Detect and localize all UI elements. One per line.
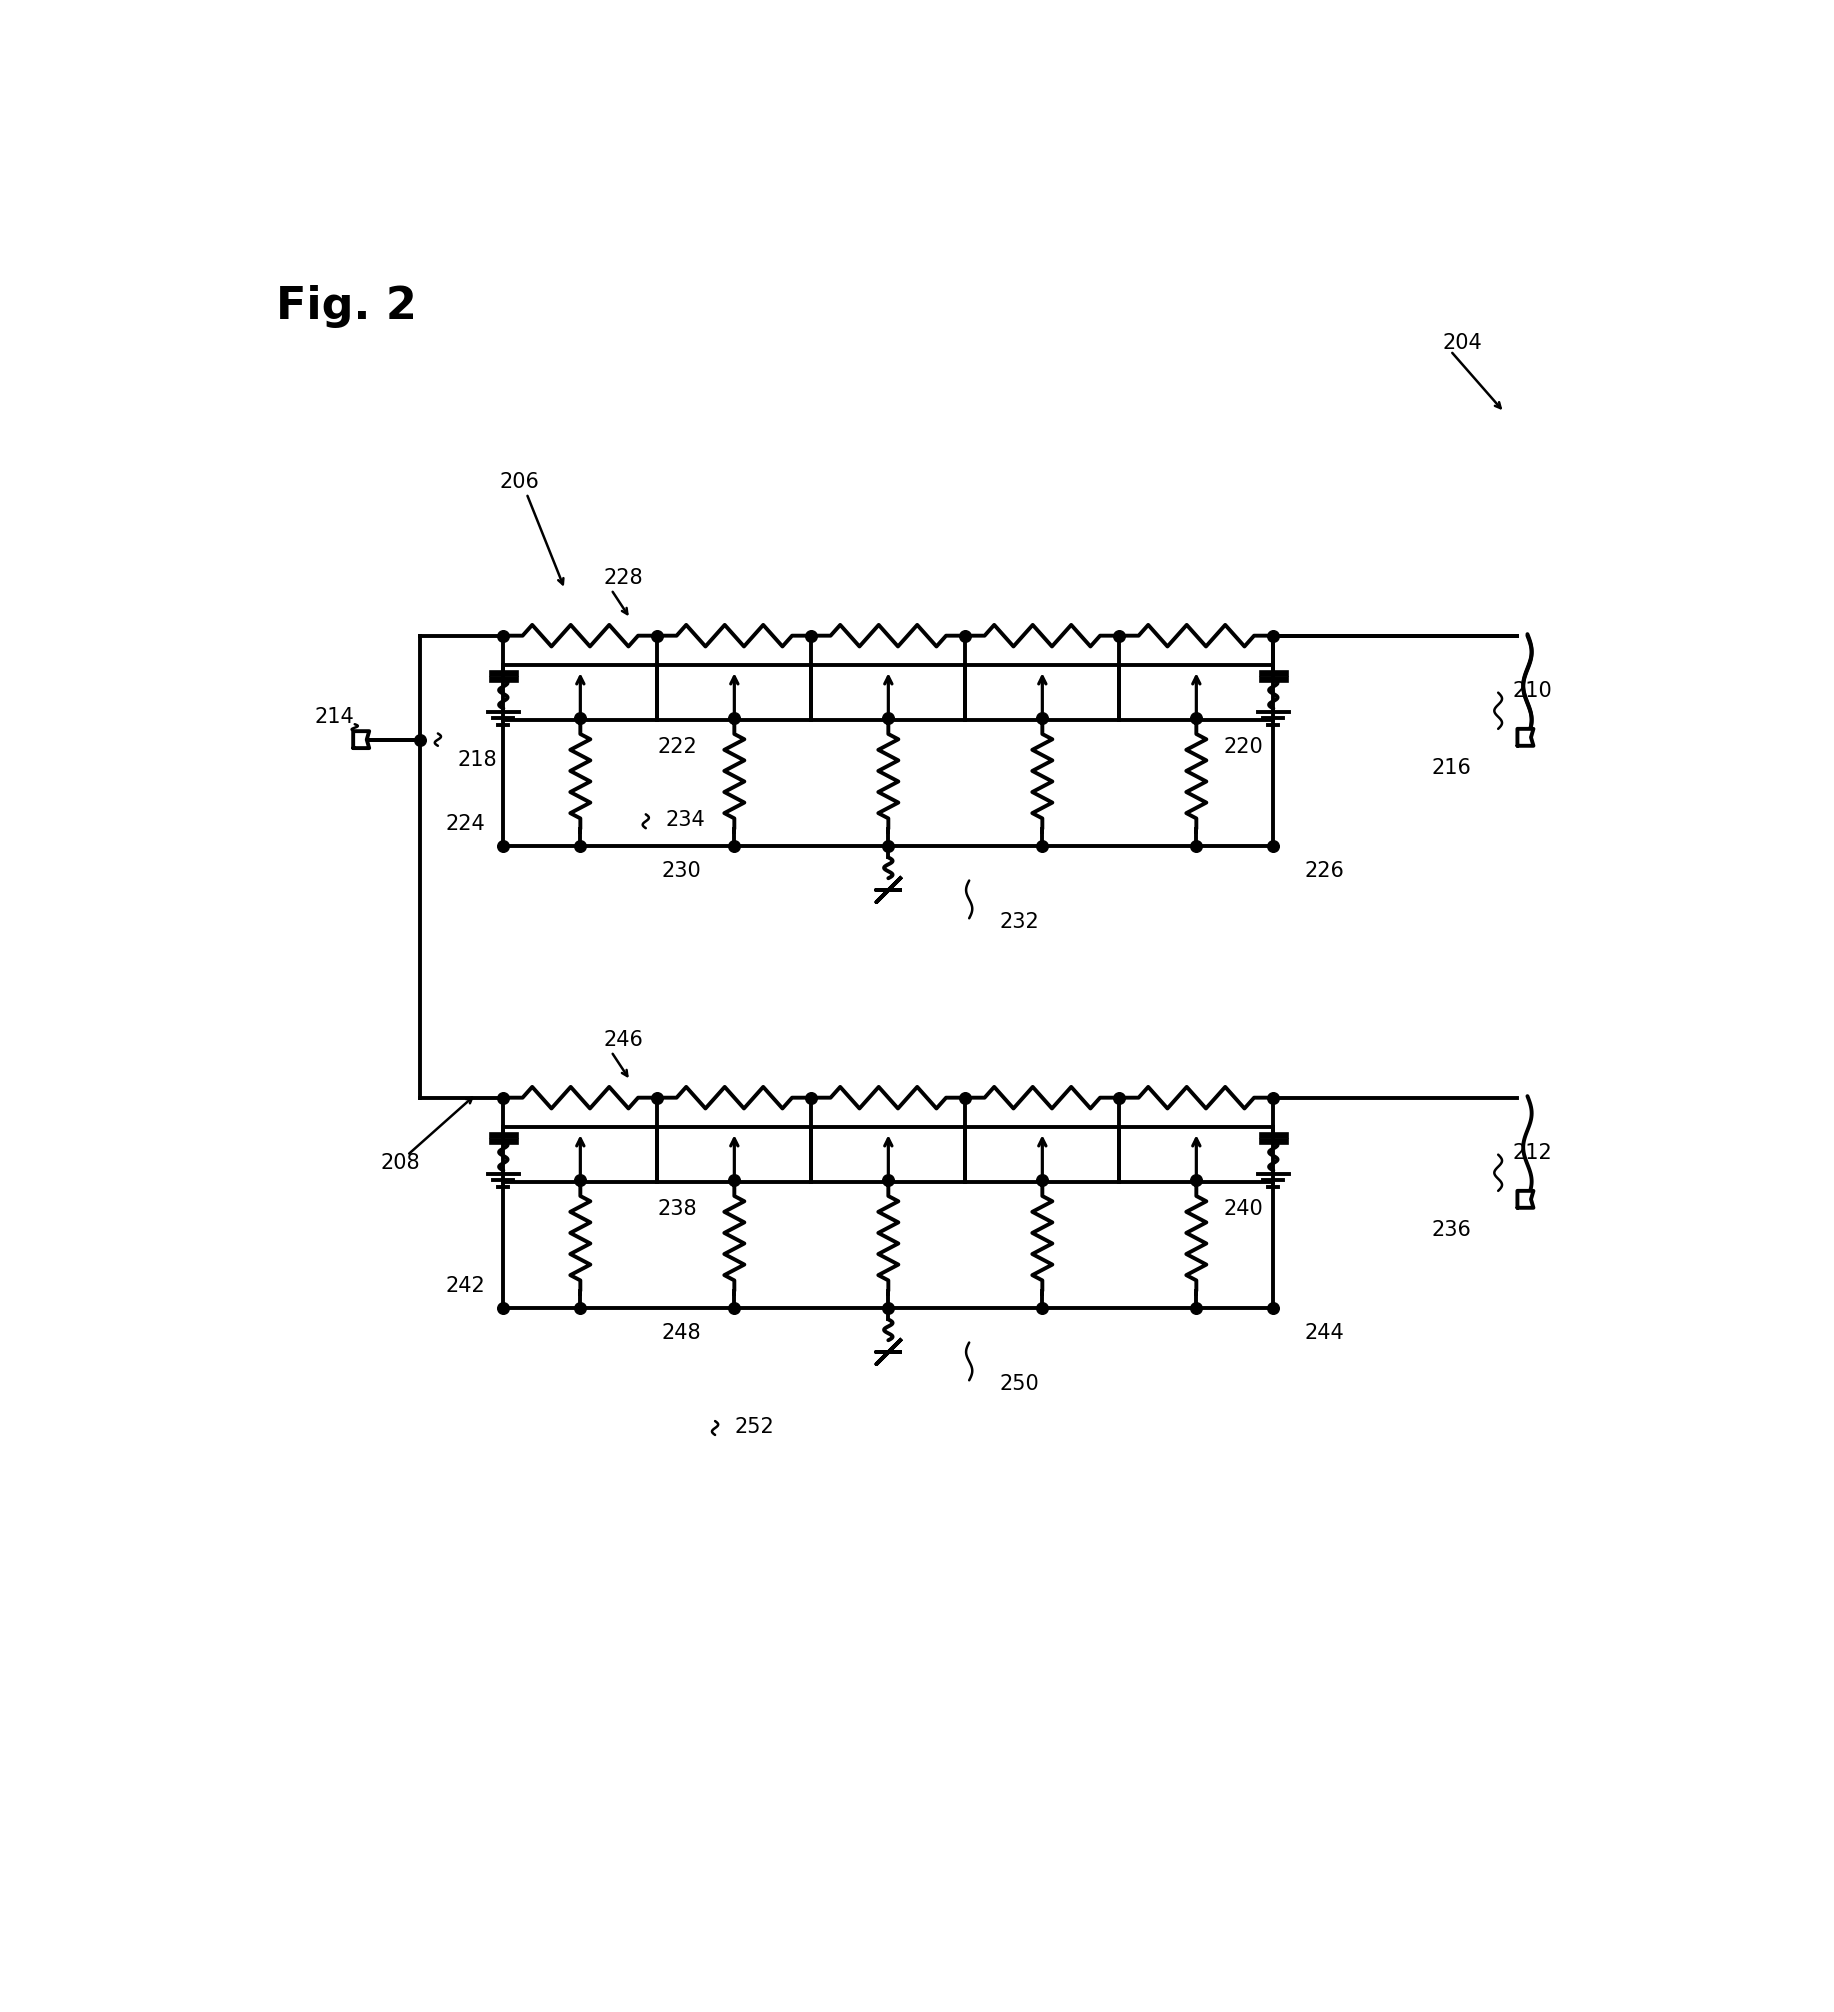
Point xyxy=(1181,702,1210,734)
Point xyxy=(1027,1165,1056,1197)
Text: 244: 244 xyxy=(1304,1322,1344,1342)
Text: 208: 208 xyxy=(380,1153,420,1173)
Point xyxy=(950,1082,979,1115)
Point xyxy=(1104,1082,1133,1115)
Text: 248: 248 xyxy=(662,1322,701,1342)
Point xyxy=(565,1165,594,1197)
Point xyxy=(488,829,517,861)
Point xyxy=(1258,1292,1287,1324)
Point xyxy=(719,1292,748,1324)
Point xyxy=(565,1292,594,1324)
Text: 224: 224 xyxy=(446,815,486,835)
Point xyxy=(873,1292,902,1324)
Text: 238: 238 xyxy=(657,1199,697,1219)
Point xyxy=(873,1165,902,1197)
Text: 246: 246 xyxy=(603,1030,644,1050)
Point xyxy=(796,1082,825,1115)
Point xyxy=(1104,620,1133,652)
Text: Fig. 2: Fig. 2 xyxy=(277,286,416,328)
Point xyxy=(719,702,748,734)
Text: 240: 240 xyxy=(1223,1199,1264,1219)
Point xyxy=(488,1292,517,1324)
Point xyxy=(796,620,825,652)
Point xyxy=(565,702,594,734)
Point xyxy=(565,829,594,861)
Point xyxy=(1258,1082,1287,1115)
Text: 218: 218 xyxy=(457,750,497,771)
Text: 226: 226 xyxy=(1304,861,1344,881)
Text: 220: 220 xyxy=(1223,736,1264,757)
Text: 222: 222 xyxy=(657,736,697,757)
Point xyxy=(1027,1292,1056,1324)
Text: 216: 216 xyxy=(1431,759,1471,779)
Point xyxy=(873,702,902,734)
Point xyxy=(488,620,517,652)
Text: 234: 234 xyxy=(666,811,704,831)
Text: 210: 210 xyxy=(1511,682,1552,700)
Text: 230: 230 xyxy=(662,861,701,881)
Text: 252: 252 xyxy=(734,1416,774,1437)
Point xyxy=(1258,829,1287,861)
Point xyxy=(488,1082,517,1115)
Text: 212: 212 xyxy=(1511,1143,1552,1163)
Text: 236: 236 xyxy=(1431,1219,1471,1239)
Polygon shape xyxy=(354,730,369,748)
Point xyxy=(1027,829,1056,861)
Point xyxy=(950,620,979,652)
Polygon shape xyxy=(1517,728,1533,746)
Point xyxy=(1181,1165,1210,1197)
Polygon shape xyxy=(1517,1191,1533,1207)
Text: 228: 228 xyxy=(603,567,644,588)
Text: 206: 206 xyxy=(499,471,539,491)
Text: 232: 232 xyxy=(1000,911,1040,932)
Text: 204: 204 xyxy=(1443,334,1482,352)
Text: 250: 250 xyxy=(1000,1374,1040,1394)
Point xyxy=(1027,702,1056,734)
Text: 242: 242 xyxy=(446,1276,486,1296)
Point xyxy=(719,829,748,861)
Point xyxy=(642,1082,671,1115)
Point xyxy=(719,1165,748,1197)
Point xyxy=(1181,1292,1210,1324)
Text: 214: 214 xyxy=(315,706,354,726)
Point xyxy=(405,724,435,757)
Point xyxy=(873,829,902,861)
Point xyxy=(1258,620,1287,652)
Point xyxy=(1181,829,1210,861)
Point xyxy=(642,620,671,652)
